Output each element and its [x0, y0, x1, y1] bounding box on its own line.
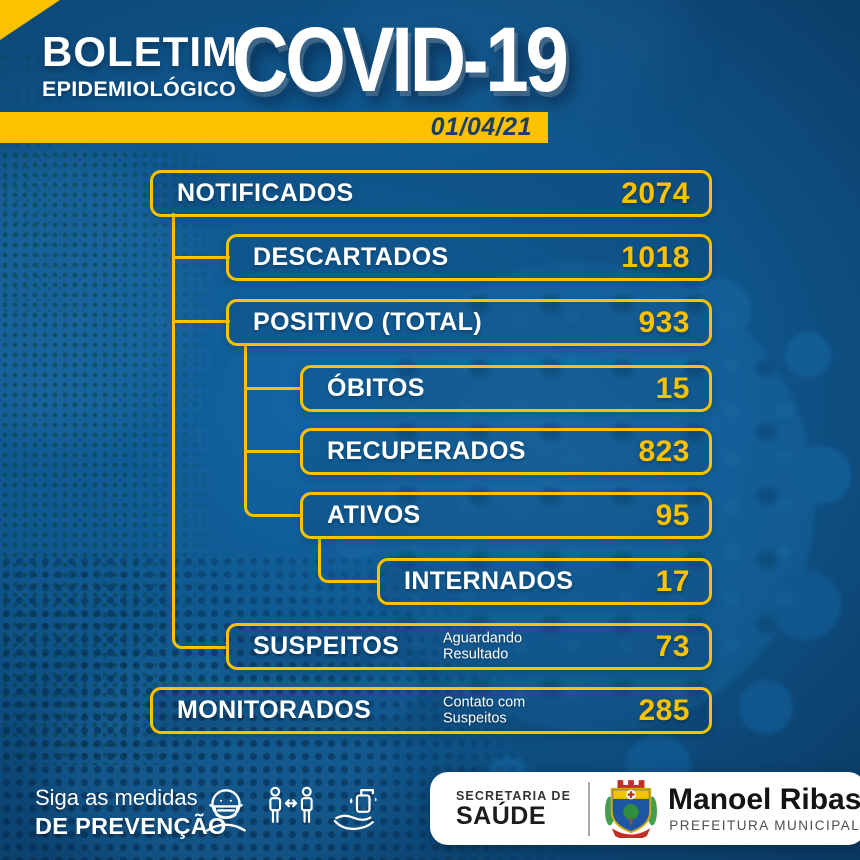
mask-face-icon	[206, 789, 246, 832]
tree-connector	[244, 387, 302, 390]
prevention-icons	[200, 781, 382, 833]
hand-wash-icon	[333, 789, 377, 830]
tree-connector	[244, 344, 302, 517]
social-distance-icon	[269, 786, 313, 823]
stat-row: MONITORADOS Contato com Suspeitos 285	[150, 687, 712, 734]
stat-value: 73	[655, 629, 690, 663]
stat-value: 1018	[621, 240, 690, 274]
stat-label: MONITORADOS	[177, 696, 372, 724]
page-title: COVID-19	[232, 9, 569, 111]
kicker-line1: BOLETIM	[42, 28, 238, 75]
stat-label: NOTIFICADOS	[177, 179, 354, 207]
government-signature: SECRETARIA DE SAÚDE Manoel Ribas PREFEIT…	[430, 772, 860, 845]
stat-value: 95	[655, 498, 690, 532]
stat-value: 15	[655, 371, 690, 405]
divider	[588, 781, 591, 836]
stat-row: DESCARTADOS 1018	[226, 234, 712, 281]
stat-label: INTERNADOS	[404, 567, 574, 595]
stat-sublabel: Aguardando Resultado	[443, 629, 523, 663]
city-crest-logo	[605, 779, 658, 838]
stat-label: RECUPERADOS	[327, 437, 526, 465]
health-secretariat: SECRETARIA DE SAÚDE	[456, 789, 571, 829]
city-name: Manoel Ribas	[668, 782, 860, 816]
stat-label: SUSPEITOS	[253, 632, 400, 660]
stat-row: NOTIFICADOS 2074	[150, 170, 712, 217]
tree-connector	[172, 213, 228, 649]
stat-row: ÓBITOS 15	[300, 365, 712, 412]
stat-value: 933	[638, 305, 690, 339]
date-bar: 01/04/21	[0, 112, 548, 143]
tree-connector	[318, 537, 379, 583]
stat-sublabel: Contato com Suspeitos	[443, 693, 526, 727]
secretariat-line2: SAÚDE	[456, 801, 547, 830]
stat-row: POSITIVO (TOTAL) 933	[226, 299, 712, 346]
stat-value: 285	[638, 693, 690, 727]
stat-value: 823	[638, 434, 690, 468]
stat-label: DESCARTADOS	[253, 243, 449, 271]
stat-row: INTERNADOS 17	[377, 558, 712, 605]
kicker-line2: EPIDEMIOLÓGICO	[42, 77, 237, 101]
city-subtitle: PREFEITURA MUNICIPAL	[669, 817, 860, 833]
stat-value: 2074	[621, 176, 690, 210]
stat-value: 17	[655, 564, 690, 598]
stat-row: SUSPEITOS Aguardando Resultado 73	[226, 623, 712, 670]
tree-connector	[172, 256, 230, 259]
stat-row: ATIVOS 95	[300, 492, 712, 539]
stat-label: ÓBITOS	[327, 374, 425, 402]
stat-row: RECUPERADOS 823	[300, 428, 712, 475]
stat-label: ATIVOS	[327, 501, 421, 529]
stat-label: POSITIVO (TOTAL)	[253, 308, 483, 336]
tree-connector	[244, 450, 302, 453]
prevention-line1: Siga as medidas	[35, 785, 198, 810]
bulletin-date: 01/04/21	[430, 113, 532, 141]
bulletin-kicker: BOLETIM EPIDEMIOLÓGICO	[42, 31, 238, 102]
tree-connector	[172, 320, 230, 323]
city-wordmark: Manoel Ribas PREFEITURA MUNICIPAL	[668, 782, 860, 833]
prevention-message: Siga as medidas DE PREVENÇÃO	[35, 785, 227, 840]
secretariat-line1: SECRETARIA DE	[456, 788, 572, 803]
prevention-line2: DE PREVENÇÃO	[35, 813, 227, 840]
